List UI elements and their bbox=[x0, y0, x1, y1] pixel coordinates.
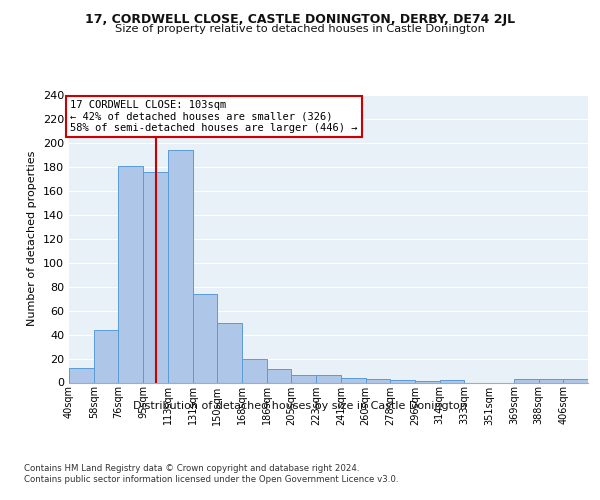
Bar bbox=[217, 322, 242, 382]
Bar bbox=[390, 380, 415, 382]
Text: 17, CORDWELL CLOSE, CASTLE DONINGTON, DERBY, DE74 2JL: 17, CORDWELL CLOSE, CASTLE DONINGTON, DE… bbox=[85, 12, 515, 26]
Bar bbox=[193, 294, 217, 382]
Bar bbox=[242, 358, 267, 382]
Bar bbox=[94, 330, 118, 382]
Bar bbox=[292, 376, 316, 382]
Bar bbox=[168, 150, 193, 382]
Text: 17 CORDWELL CLOSE: 103sqm
← 42% of detached houses are smaller (326)
58% of semi: 17 CORDWELL CLOSE: 103sqm ← 42% of detac… bbox=[70, 100, 358, 133]
Bar bbox=[267, 370, 292, 382]
Bar bbox=[118, 166, 143, 382]
Text: Contains HM Land Registry data © Crown copyright and database right 2024.: Contains HM Land Registry data © Crown c… bbox=[24, 464, 359, 473]
Bar bbox=[539, 379, 563, 382]
Bar bbox=[563, 379, 588, 382]
Bar bbox=[316, 376, 341, 382]
Bar bbox=[365, 379, 390, 382]
Text: Size of property relative to detached houses in Castle Donington: Size of property relative to detached ho… bbox=[115, 24, 485, 34]
Bar bbox=[341, 378, 365, 382]
Y-axis label: Number of detached properties: Number of detached properties bbox=[28, 151, 37, 326]
Text: Distribution of detached houses by size in Castle Donington: Distribution of detached houses by size … bbox=[133, 401, 467, 411]
Text: Contains public sector information licensed under the Open Government Licence v3: Contains public sector information licen… bbox=[24, 475, 398, 484]
Bar bbox=[143, 172, 168, 382]
Bar bbox=[514, 379, 539, 382]
Bar bbox=[440, 380, 464, 382]
Bar bbox=[69, 368, 94, 382]
